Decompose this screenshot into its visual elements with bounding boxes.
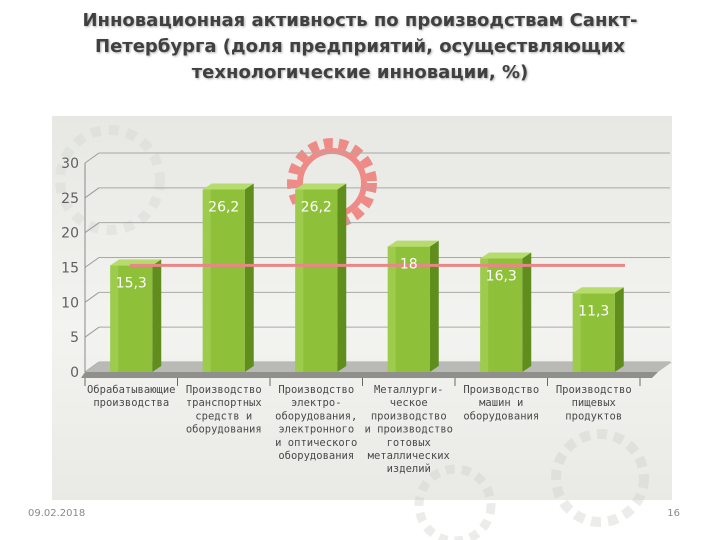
bar-highlight [295,189,304,372]
bar-side [429,240,439,372]
y-tick-label: 5 [70,330,79,346]
chart-floor-edge [81,372,658,378]
gear-icon [551,429,649,527]
chart-bars [110,183,624,372]
data-label: 26,2 [208,199,239,215]
gridline-diagonal [84,326,100,338]
y-tick-label: 0 [70,365,79,381]
bar-top [572,287,624,294]
bar-top [202,183,254,190]
x-tick-label: Производство машин и оборудования [463,384,539,422]
data-label: 26,2 [301,199,332,215]
gear-icon [414,464,496,540]
slide-title: Инновационная активность по производства… [82,10,638,83]
bar [295,183,347,372]
x-tick-label: Обрабатывающие производства [87,384,176,409]
y-tick-label: 25 [61,191,79,207]
data-label: 11,3 [578,303,609,319]
y-tick-label: 10 [61,295,79,311]
slide-date: 09.02.2018 [28,508,86,519]
data-label: 16,3 [486,268,517,284]
gridline-diagonal [84,187,100,199]
bar-highlight [572,293,581,372]
chart-labels: 15,3 Обрабатывающие производства 26,2 Произв… [87,199,632,475]
y-tick-label: 15 [61,261,79,277]
gridline-diagonal [84,291,100,303]
data-label: 15,3 [116,275,147,291]
gridline-diagonal [84,222,100,234]
background-gears [55,125,649,540]
bar-highlight [480,258,489,372]
x-tick-label: Производство пищевых продуктов [556,384,632,422]
x-tick-label: Металлурги-ческое производство и производс… [364,384,453,475]
bar-highlight [202,189,211,372]
gridline-diagonal [84,152,100,164]
bar-top [295,183,347,190]
slide-page-number: 16 [667,508,680,519]
x-tick-label: Производство электро-оборудования, электро… [275,384,357,462]
y-tick-label: 20 [61,226,79,242]
bar-highlight [387,246,396,372]
gear-icon [55,125,165,235]
bar [110,259,162,372]
bar-side [337,183,347,372]
bar-side [244,183,254,372]
gridline-diagonal [84,257,100,268]
bar [387,240,439,372]
bar-side [614,287,624,372]
bar-side [152,259,162,372]
bar [202,183,254,372]
bar [572,287,624,372]
x-tick-label: Производство транспортных средств и оборудо… [186,384,262,436]
bar-top [480,252,532,259]
bar-highlight [110,265,119,372]
bar [480,252,532,372]
bar-top [387,240,439,247]
data-label: 18 [400,257,418,273]
bar-side [522,252,532,372]
y-tick-label: 30 [61,156,79,172]
